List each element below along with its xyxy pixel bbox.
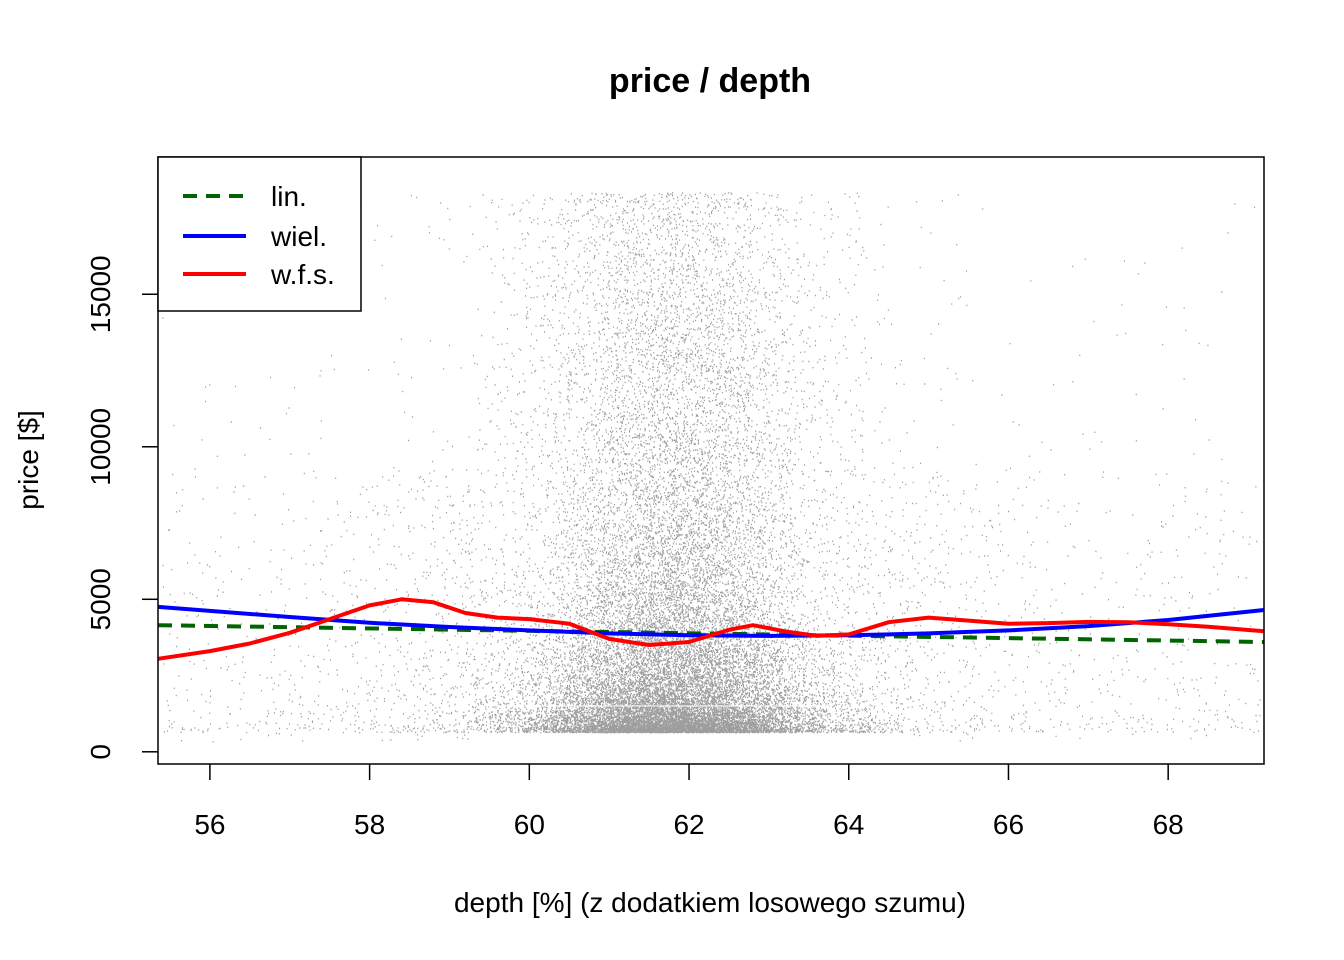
fit-curves — [157, 597, 1265, 661]
y-tick-label: 10000 — [85, 408, 116, 486]
y-tick-label: 15000 — [85, 255, 116, 333]
legend-label-wfs: w.f.s. — [270, 259, 335, 290]
series-line-wfs — [157, 597, 1265, 661]
legend-label-wiel: wiel. — [270, 221, 327, 252]
x-tick-label: 60 — [514, 809, 545, 840]
chart-title: price / depth — [609, 62, 811, 100]
scatter-marks — [162, 192, 1261, 743]
x-tick-label: 68 — [1153, 809, 1184, 840]
y-tick-label: 0 — [85, 744, 116, 760]
x-tick-label: 58 — [354, 809, 385, 840]
x-axis: 56 58 60 62 64 66 68 — [194, 764, 1184, 840]
x-axis-label: depth [%] (z dodatkiem losowego szumu) — [454, 887, 966, 918]
y-axis: 0 5000 10000 15000 — [85, 255, 158, 760]
plot-frame — [157, 156, 1265, 765]
x-tick-label: 62 — [673, 809, 704, 840]
y-tick-label: 5000 — [85, 568, 116, 630]
legend: lin. wiel. w.f.s. — [157, 156, 362, 312]
x-tick-label: 56 — [194, 809, 225, 840]
scatter-points — [162, 192, 1261, 743]
y-axis-label: price [$] — [13, 410, 44, 510]
x-tick-label: 66 — [993, 809, 1024, 840]
series-line-wiel — [157, 604, 1265, 638]
x-tick-label: 64 — [833, 809, 864, 840]
legend-label-lin: lin. — [271, 181, 307, 212]
